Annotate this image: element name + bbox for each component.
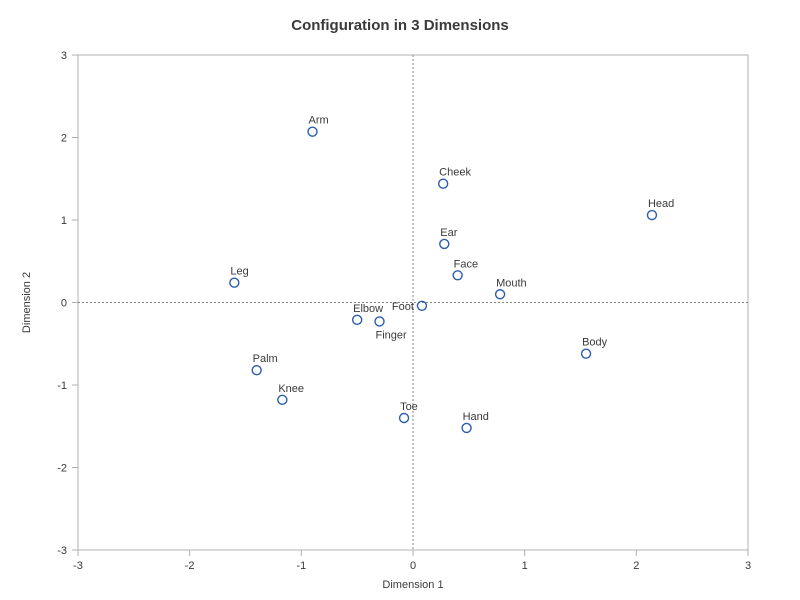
data-point-label: Cheek <box>439 167 471 179</box>
y-tick-label: 0 <box>61 298 67 310</box>
y-axis-label: Dimension 2 <box>21 272 33 333</box>
data-point-label: Face <box>454 258 478 270</box>
data-point-label: Foot <box>392 301 414 313</box>
data-point-label: Palm <box>253 353 278 365</box>
data-point-label: Leg <box>230 266 248 278</box>
x-axis-label: Dimension 1 <box>382 579 443 591</box>
data-point-label: Body <box>582 337 608 349</box>
scatter-chart: Configuration in 3 Dimensions -3 -2 -1 0 1 2 3 -… <box>0 0 800 600</box>
y-tick-label: 2 <box>61 133 67 145</box>
y-tick-label: -3 <box>57 545 67 557</box>
data-point-label: Hand <box>463 411 489 423</box>
chart-title: Configuration in 3 Dimensions <box>291 17 509 34</box>
data-point-label: Finger <box>376 329 408 341</box>
y-tick-label: -1 <box>57 380 67 392</box>
data-point-label: Mouth <box>496 277 527 289</box>
data-point-label: Arm <box>309 115 329 127</box>
y-tick-label: -2 <box>57 463 67 475</box>
x-tick-label: -1 <box>296 560 306 572</box>
x-tick-label: 1 <box>522 560 528 572</box>
data-point-label: Knee <box>278 383 304 395</box>
data-point-label: Ear <box>440 227 457 239</box>
x-tick-label: -2 <box>185 560 195 572</box>
x-tick-label: 3 <box>745 560 751 572</box>
data-point-label: Elbow <box>353 303 383 315</box>
data-point-label: Head <box>648 198 674 210</box>
y-tick-label: 3 <box>61 50 67 62</box>
x-tick-label: 0 <box>410 560 416 572</box>
y-tick-label: 1 <box>61 215 67 227</box>
x-tick-label: -3 <box>73 560 83 572</box>
data-point-label: Toe <box>400 401 418 413</box>
x-tick-label: 2 <box>633 560 639 572</box>
